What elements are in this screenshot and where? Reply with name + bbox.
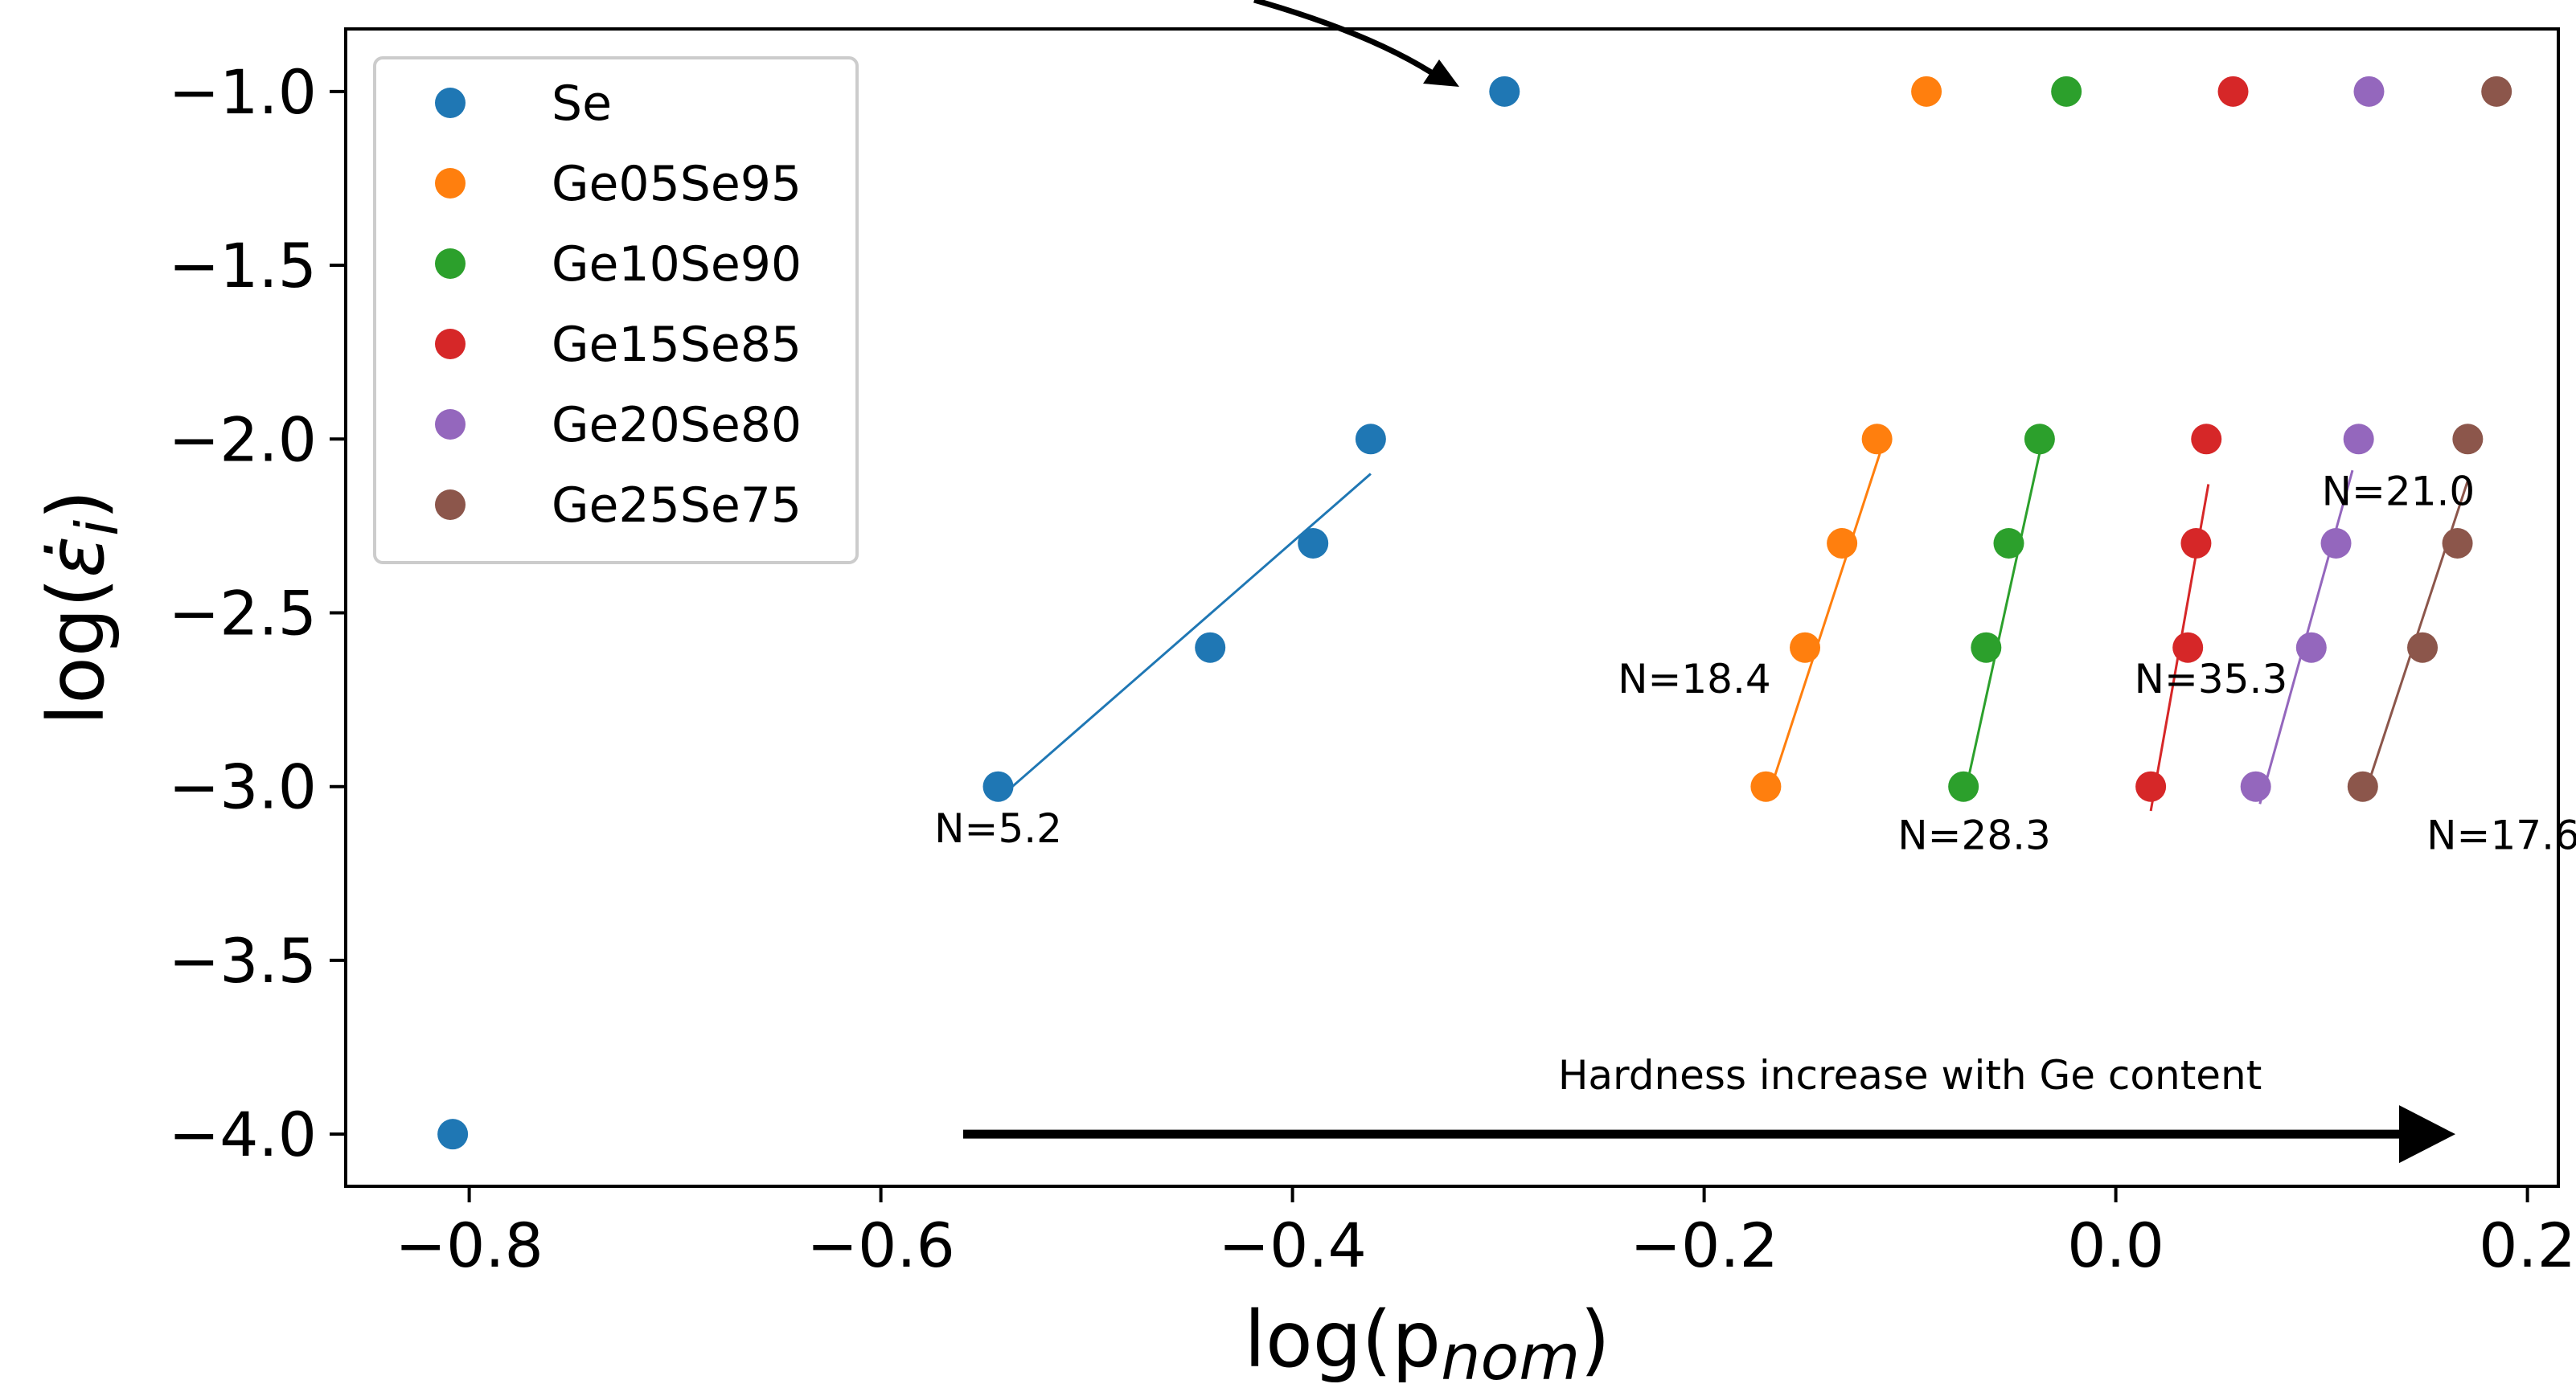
legend-label: Se [552,76,612,132]
legend: Se Ge05Se95 Ge10Se90 Ge15Se85 Ge20Se80 Ge25Se… [373,56,859,564]
x-axis-title: log(pnom) [1244,1295,1610,1388]
x-tick-label: −0.4 [1218,1210,1367,1281]
fit-annotation: N=35.3 [2135,656,2288,702]
data-point [2240,771,2271,802]
data-point [1790,632,1821,663]
fit-annotation: N=28.3 [1897,813,2051,859]
legend-marker [435,168,466,199]
data-point [2353,76,2385,107]
y-tick-label: −2.0 [168,403,317,475]
legend-label: Ge20Se80 [552,397,802,453]
legend-marker [435,489,466,520]
data-point [2051,76,2082,107]
fit-line-1 [1766,448,1883,798]
data-point [1489,76,1520,107]
data-point [2024,424,2055,455]
data-point [1355,424,1386,455]
legend-label: Ge10Se90 [552,236,802,293]
data-point [1195,632,1226,663]
data-point [2442,528,2473,559]
legend-label: Ge15Se85 [552,317,802,373]
data-point [2191,424,2222,455]
data-point [1971,632,2002,663]
hardness-note: Hardness increase with Ge content [1558,1052,2262,1099]
data-point [1993,528,2024,559]
data-point [2452,424,2484,455]
y-tick-label: −4.0 [168,1099,317,1170]
data-point [2320,528,2352,559]
legend-marker [435,88,466,118]
fit-annotations: N=5.2 N=18.4 N=28.3 N=35.3 N=21.0 N=17.6 [934,468,2576,858]
y-tick-label: −3.0 [168,751,317,823]
fit-line-0 [1003,473,1372,795]
data-points [437,76,2512,1150]
legend-marker [435,409,466,440]
data-point [2481,76,2512,107]
x-tick-label: −0.6 [806,1210,955,1281]
data-point [2172,632,2204,663]
y-axis-title: log(ε̇i) [31,489,131,725]
x-tick-label: 0.2 [2479,1210,2576,1281]
data-point [2135,771,2167,802]
y-tick-label: −1.0 [168,56,317,128]
data-point [1750,771,1782,802]
fit-annotation: N=5.2 [934,805,1062,852]
legend-label: Ge25Se75 [552,477,802,534]
data-point [982,771,1014,802]
hardness-arrow: Hardness increase with Ge content [963,1052,2455,1164]
data-point [437,1119,469,1150]
data-point [1948,771,1979,802]
legend-marker [435,248,466,279]
x-axis-ticks: −0.8 −0.6 −0.4 −0.2 0.0 0.2 [395,1186,2576,1281]
data-point [1911,76,1942,107]
data-point [2180,528,2212,559]
x-tick-label: −0.8 [395,1210,544,1281]
data-point [1298,528,1329,559]
data-point [2407,632,2439,663]
legend-box [373,56,859,564]
x-tick-label: −0.2 [1630,1210,1778,1281]
plot-frame [344,27,2560,1188]
data-point [2343,424,2374,455]
fit-line-2 [1962,452,2041,801]
data-point [1827,528,1858,559]
fit-lines [1003,448,2469,812]
y-tick-label: −3.5 [168,925,317,997]
x-tick-label: 0.0 [2067,1210,2164,1281]
y-tick-label: −2.5 [168,577,317,649]
data-point [2295,632,2327,663]
data-point [2347,771,2378,802]
y-tick-label: −1.5 [168,230,317,301]
pointer-arrow-head [1423,59,1459,87]
hardness-arrow-head [2399,1105,2455,1164]
data-point [2217,76,2249,107]
y-axis-ticks: −1.0 −1.5 −2.0 −2.5 −3.0 −3.5 −4.0 [168,56,346,1170]
legend-marker [435,329,466,359]
pointer-arrow [1253,0,1459,87]
data-point [1861,424,1893,455]
fit-annotation: N=18.4 [1618,656,1771,702]
fit-annotation: N=21.0 [2322,468,2476,514]
pointer-arrow-shaft [1253,0,1433,75]
legend-label: Ge05Se95 [552,156,802,212]
fit-annotation: N=17.6 [2426,813,2576,859]
